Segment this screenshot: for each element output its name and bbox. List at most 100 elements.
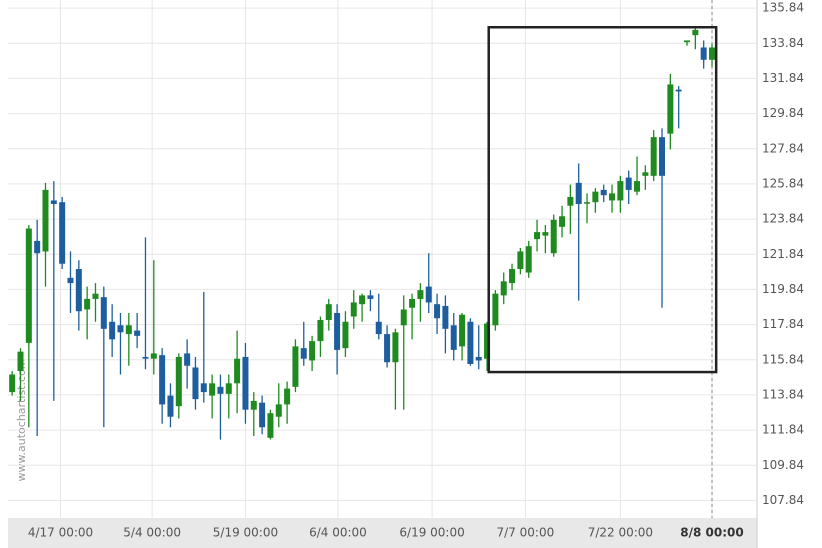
- x-tick-label: 5/19 00:00: [213, 526, 278, 540]
- x-tick-label: 6/19 00:00: [399, 526, 464, 540]
- candle-body: [567, 196, 574, 206]
- candle-body: [709, 47, 716, 60]
- candle-body: [359, 295, 366, 305]
- candle-body: [459, 314, 466, 347]
- candle-body: [209, 383, 216, 396]
- candle-body: [234, 358, 241, 384]
- candle-body: [425, 286, 432, 303]
- candle-body: [242, 356, 249, 410]
- candle-body: [267, 413, 274, 438]
- candle-body: [75, 269, 82, 312]
- candle-body: [434, 304, 441, 319]
- candle-body: [467, 321, 474, 364]
- candle-body: [59, 202, 66, 264]
- candle-body: [309, 341, 316, 361]
- candle-body: [175, 356, 182, 407]
- pattern-box: [487, 26, 718, 374]
- candle-body: [192, 367, 199, 400]
- candle-body: [417, 290, 424, 299]
- candle-body: [617, 181, 624, 201]
- candle-body: [325, 304, 332, 321]
- candle-body: [375, 321, 382, 335]
- candle-body: [575, 182, 582, 204]
- candle-body: [559, 216, 566, 227]
- candle-body: [292, 346, 299, 387]
- candle-body: [484, 323, 491, 359]
- y-tick-label: 109.84: [762, 458, 804, 472]
- candle-body: [492, 293, 499, 326]
- candle-body: [584, 202, 591, 204]
- candle-body: [534, 232, 541, 240]
- candle-body: [342, 321, 349, 349]
- y-tick-label: 111.84: [762, 423, 804, 437]
- y-tick-label: 119.84: [762, 282, 804, 296]
- candle-body: [92, 293, 99, 299]
- candle-body: [42, 189, 49, 252]
- y-tick-label: 129.84: [762, 106, 804, 120]
- candle-body: [634, 181, 641, 192]
- candle-body: [125, 325, 132, 335]
- candle-body: [642, 172, 649, 176]
- candle-body: [692, 29, 699, 36]
- candle-body: [442, 305, 449, 329]
- y-tick-label: 133.84: [762, 36, 804, 50]
- candle-body: [150, 353, 157, 359]
- candle-body: [409, 298, 416, 308]
- candle-body: [392, 332, 399, 363]
- candle-body: [600, 189, 607, 196]
- x-tick-label: 4/17 00:00: [28, 526, 93, 540]
- x-tick-label: 7/22 00:00: [588, 526, 653, 540]
- candle-body: [284, 388, 291, 405]
- candle-body: [525, 246, 532, 273]
- candle-body: [225, 383, 232, 394]
- candle-body: [184, 353, 191, 366]
- candle-body: [300, 348, 307, 359]
- watermark: www.autochartist.com: [15, 359, 28, 482]
- candle-body: [217, 386, 224, 394]
- candle-body: [509, 269, 516, 284]
- y-tick-label: 121.84: [762, 247, 804, 261]
- x-tick-label: 5/4 00:00: [123, 526, 181, 540]
- candle-body: [675, 89, 682, 92]
- candle-body: [9, 374, 16, 393]
- y-tick-label: 135.84: [762, 1, 804, 15]
- candle-body: [200, 383, 207, 393]
- candle-body: [109, 321, 116, 340]
- candle-body: [134, 330, 141, 336]
- candle-body: [34, 240, 41, 254]
- candle-body: [334, 312, 341, 350]
- y-tick-label: 113.84: [762, 387, 804, 401]
- candle-body: [384, 334, 391, 363]
- candle-body: [142, 356, 149, 359]
- candle-body: [625, 177, 632, 190]
- candle-body: [50, 200, 57, 204]
- y-tick-label: 123.84: [762, 212, 804, 226]
- y-tick-label: 117.84: [762, 317, 804, 331]
- candle-body: [67, 277, 74, 284]
- candle-body: [650, 137, 657, 176]
- candle-body: [259, 402, 266, 428]
- candle-body: [609, 193, 616, 201]
- candle-body: [542, 232, 549, 236]
- candle-body: [100, 297, 107, 329]
- candle-body: [159, 355, 166, 405]
- candle-body: [400, 309, 407, 326]
- candle-body: [700, 47, 707, 60]
- candle-body: [450, 325, 457, 350]
- candle-body: [659, 137, 666, 176]
- candle-body: [592, 191, 599, 203]
- x-axis-strip: [8, 518, 757, 548]
- x-tick-label: 6/4 00:00: [309, 526, 367, 540]
- y-tick-label: 125.84: [762, 176, 804, 190]
- candle-body: [275, 404, 282, 417]
- candle-body: [250, 400, 257, 410]
- x-tick-label: 8/8 00:00: [680, 526, 743, 540]
- candle-body: [17, 351, 24, 372]
- candle-body: [475, 356, 482, 361]
- y-tick-label: 131.84: [762, 71, 804, 85]
- y-tick-label: 115.84: [762, 352, 804, 366]
- x-tick-label: 7/7 00:00: [497, 526, 555, 540]
- candle-body: [117, 325, 124, 333]
